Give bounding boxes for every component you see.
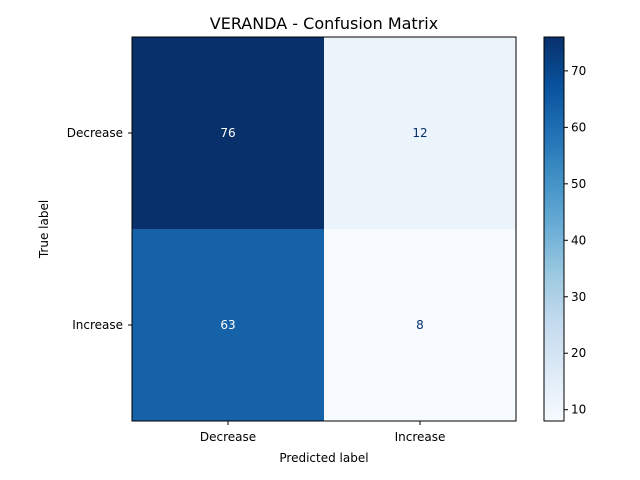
plot-frame — [131, 36, 517, 422]
y-axis-label: True label — [37, 200, 51, 259]
colorbar-tick-label: 60 — [571, 120, 586, 134]
colorbar-tick-label: 40 — [571, 233, 586, 247]
colorbar-tick-label: 50 — [571, 177, 586, 191]
chart-title: VERANDA - Confusion Matrix — [210, 14, 438, 33]
cell-value-label: 8 — [416, 318, 424, 332]
x-axis-ticks: Decrease Increase — [200, 421, 446, 444]
colorbar-gradient — [544, 37, 564, 421]
colorbar-tick-label: 30 — [571, 290, 586, 304]
x-axis-label: Predicted label — [279, 451, 368, 465]
colorbar-tick-label: 70 — [571, 64, 586, 78]
colorbar: 10 20 30 40 50 60 70 — [543, 36, 586, 422]
x-tick-label: Increase — [395, 430, 446, 444]
matrix-cell — [132, 37, 324, 229]
colorbar-tick-label: 20 — [571, 346, 586, 360]
matrix-cell — [324, 37, 516, 229]
colorbar-ticks: 10 20 30 40 50 60 70 — [564, 64, 586, 417]
y-tick-label: Increase — [72, 318, 123, 332]
cell-value-label: 76 — [220, 126, 235, 140]
y-tick-label: Decrease — [67, 126, 123, 140]
cell-value-label: 12 — [412, 126, 427, 140]
y-axis-ticks: Decrease Increase — [67, 126, 132, 332]
matrix-cell — [324, 229, 516, 421]
matrix-cell — [132, 229, 324, 421]
matrix-cells: 76 12 63 8 — [132, 37, 516, 421]
cell-value-label: 63 — [220, 318, 235, 332]
colorbar-frame — [543, 36, 565, 422]
colorbar-tick-label: 10 — [571, 403, 586, 417]
x-tick-label: Decrease — [200, 430, 256, 444]
